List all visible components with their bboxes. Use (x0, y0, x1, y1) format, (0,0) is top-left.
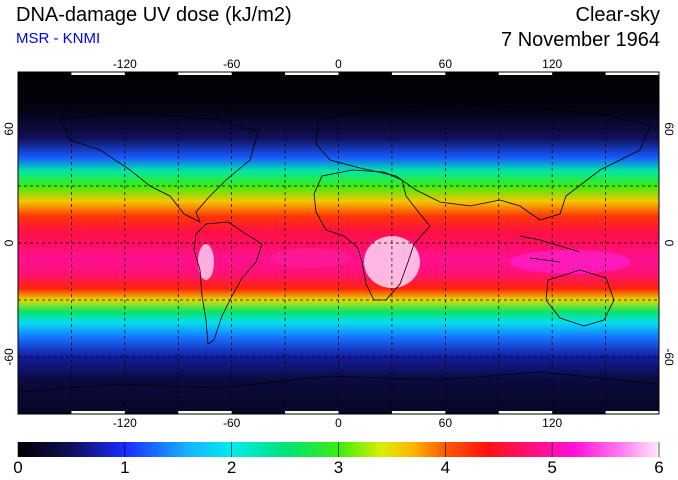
indonesia-coastline (519, 235, 581, 263)
longitude-tick-label: -120 (113, 416, 137, 430)
longitude-tick-label: -60 (223, 416, 241, 430)
eurasia-coastline (315, 103, 651, 221)
latitude-labels-right: 60 0 -60 (662, 122, 676, 366)
frame-tick (391, 411, 446, 414)
longitude-labels-top: -120 -60 0 60 120 (113, 57, 563, 71)
frame-tick (605, 411, 659, 414)
south-america-coastline (193, 221, 263, 345)
andes-hotspot (198, 244, 214, 280)
colorbar-label: 3 (333, 458, 344, 477)
colorbar-ticks (17, 442, 660, 457)
frame-tick (178, 411, 232, 414)
frame-tick (285, 72, 339, 75)
latitude-tick-label: -60 (662, 348, 676, 366)
latitude-labels-left: 60 0 -60 (2, 122, 16, 366)
longitude-labels-bottom: -120 -60 0 60 120 (113, 416, 563, 430)
africa-coastline (313, 169, 431, 301)
source-label: MSR - KNMI (16, 30, 101, 47)
frame-tick (71, 72, 125, 75)
longitude-tick-label: 60 (439, 416, 453, 430)
graticule (18, 72, 659, 414)
uv-hotspots (198, 236, 630, 288)
map-frame (17, 71, 660, 415)
longitude-tick-label: -120 (113, 57, 137, 71)
atlantic-band (270, 248, 350, 268)
longitude-tick-label: 120 (542, 416, 562, 430)
frame-tick (71, 411, 125, 414)
frame-ticks (17, 71, 660, 415)
frame-tick (285, 411, 339, 414)
indian-ocean-band (510, 250, 630, 274)
frame-tick (605, 72, 659, 75)
latitude-tick-label: 0 (662, 240, 676, 247)
longitude-tick-label: 0 (335, 416, 342, 430)
page-title: DNA-damage UV dose (kJ/m2) (16, 4, 292, 26)
latitude-tick-label: -60 (2, 348, 16, 366)
longitude-tick-label: 0 (335, 57, 342, 71)
antarctica-coastline (18, 371, 659, 393)
sky-condition-label: Clear-sky (575, 4, 660, 26)
colorbar-label: 4 (440, 458, 451, 477)
colorbar-label: 2 (226, 458, 237, 477)
colorbar-label: 6 (654, 458, 664, 477)
colorbar-label: 5 (547, 458, 557, 477)
coastlines (18, 103, 659, 393)
australia-coastline (545, 269, 615, 327)
longitude-tick-label: 120 (542, 57, 562, 71)
frame-tick (178, 72, 232, 75)
latitude-tick-label: 60 (662, 122, 676, 136)
latitude-tick-label: 60 (2, 122, 16, 136)
longitude-tick-label: -60 (223, 57, 241, 71)
longitude-tick-label: 60 (439, 57, 453, 71)
colorbar-label: 1 (120, 458, 130, 477)
frame-tick (498, 72, 553, 75)
africa-hotspot (364, 236, 420, 288)
latitude-tick-label: 0 (2, 239, 16, 246)
frame-tick (498, 411, 553, 414)
north-america-coastline (59, 111, 259, 223)
colorbar-label: 0 (13, 458, 23, 477)
date-label: 7 November 1964 (501, 29, 660, 51)
frame-tick (391, 72, 446, 75)
